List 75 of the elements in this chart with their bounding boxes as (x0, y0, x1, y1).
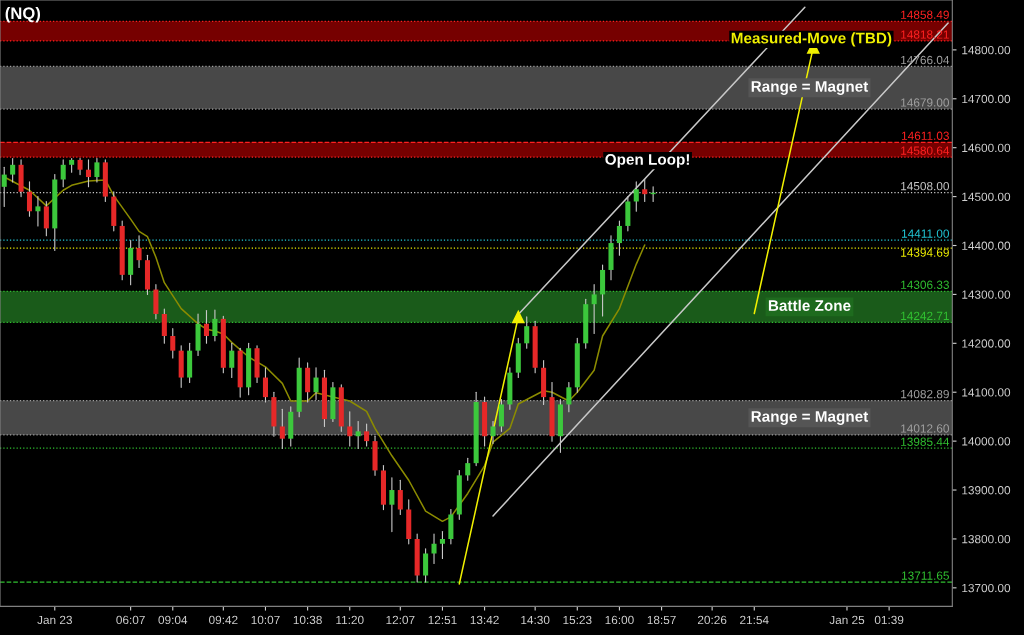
candlestick (85, 159, 92, 188)
ref-line-label: 13711.65 (902, 571, 949, 580)
candlestick (642, 178, 648, 203)
x-tick-label: 21:54 (740, 615, 769, 625)
y-tick-label: 14800.00 (962, 45, 1011, 55)
ref-line-label: 14411.00 (902, 229, 950, 238)
x-tick-label: 10:07 (251, 615, 280, 625)
candlestick (490, 421, 496, 445)
x-tick-label: 14:30 (521, 615, 550, 625)
band-label: Range = Magnet (751, 81, 869, 95)
ref-line-label: 14012.60 (901, 424, 950, 433)
y-tick-label: 14100.00 (962, 388, 1011, 397)
ref-line-label: 13985.44 (901, 437, 950, 446)
ref-line-label: 14508.00 (901, 181, 950, 191)
candlestick (262, 367, 268, 403)
x-tick-label: 06:07 (116, 615, 145, 625)
candlestick (439, 531, 445, 560)
ref-line-label: 14679.00 (901, 98, 950, 107)
candlestick (389, 477, 395, 533)
candlestick (203, 309, 209, 344)
chart-title: (NQ) (5, 6, 41, 23)
x-tick-label: 10:38 (293, 615, 322, 625)
y-tick-label: 13900.00 (962, 486, 1011, 495)
ref-line-label: 14394.69 (901, 248, 949, 257)
candlestick (347, 411, 353, 447)
x-tick-label: 15:23 (563, 615, 592, 625)
candlestick (616, 220, 622, 256)
y-tick-label: 14400.00 (962, 241, 1011, 250)
y-tick-label: 14200.00 (962, 339, 1011, 348)
ref-line-label: 14242.71 (901, 311, 949, 320)
y-tick-label: 14600.00 (962, 143, 1011, 153)
x-tick-label: 12:51 (428, 615, 457, 625)
x-tick-label: Jan 23 (37, 615, 72, 625)
candlestick (94, 157, 100, 183)
band-label: Battle Zone (768, 299, 851, 311)
y-tick-label: 14500.00 (962, 192, 1011, 201)
x-tick-label: 18:57 (647, 615, 676, 625)
x-tick-label: 09:04 (158, 615, 188, 625)
candlestick (397, 479, 403, 516)
candlestick (229, 342, 235, 379)
x-tick-label: 11:20 (336, 615, 364, 625)
y-tick-label: 13800.00 (962, 534, 1011, 544)
candlestick (313, 367, 319, 401)
x-tick-label: 12:07 (386, 615, 415, 625)
candlestick (170, 328, 176, 359)
x-tick-label: 20:26 (697, 615, 727, 625)
x-tick-label: 01:39 (874, 615, 904, 625)
annotation: Measured-Move (TBD) (731, 32, 892, 47)
x-tick-label: 09:42 (209, 615, 238, 625)
annotation: Open Loop! (605, 153, 689, 168)
band-label: Range = Magnet (751, 411, 869, 425)
candlestick (566, 381, 572, 413)
ref-line-label: 14580.64 (901, 146, 950, 155)
candlestick (465, 457, 471, 481)
y-tick-label: 14000.00 (962, 437, 1011, 446)
x-tick-label: Jan 25 (829, 615, 865, 625)
candlestick (279, 408, 285, 450)
candlestick (136, 235, 142, 269)
x-tick-label: 16:00 (605, 615, 634, 625)
ref-line-label: 14611.03 (902, 131, 949, 140)
y-tick-label: 14700.00 (962, 94, 1011, 104)
candlestick (35, 196, 41, 227)
candlestick (431, 533, 437, 564)
candlestick (498, 399, 504, 432)
candlestick (161, 308, 167, 344)
ref-line-label: 14082.89 (901, 389, 949, 399)
x-tick-label: 13:42 (470, 615, 499, 625)
candlestick (364, 423, 370, 447)
candlestick (43, 200, 49, 237)
candlestick (10, 157, 16, 183)
ref-line-label: 14858.49 (901, 10, 949, 19)
candlestick (60, 159, 66, 188)
ref-line-label: 14306.33 (901, 280, 949, 289)
y-tick-label: 14300.00 (962, 290, 1011, 299)
y-tick-label: 13700.00 (962, 583, 1011, 593)
